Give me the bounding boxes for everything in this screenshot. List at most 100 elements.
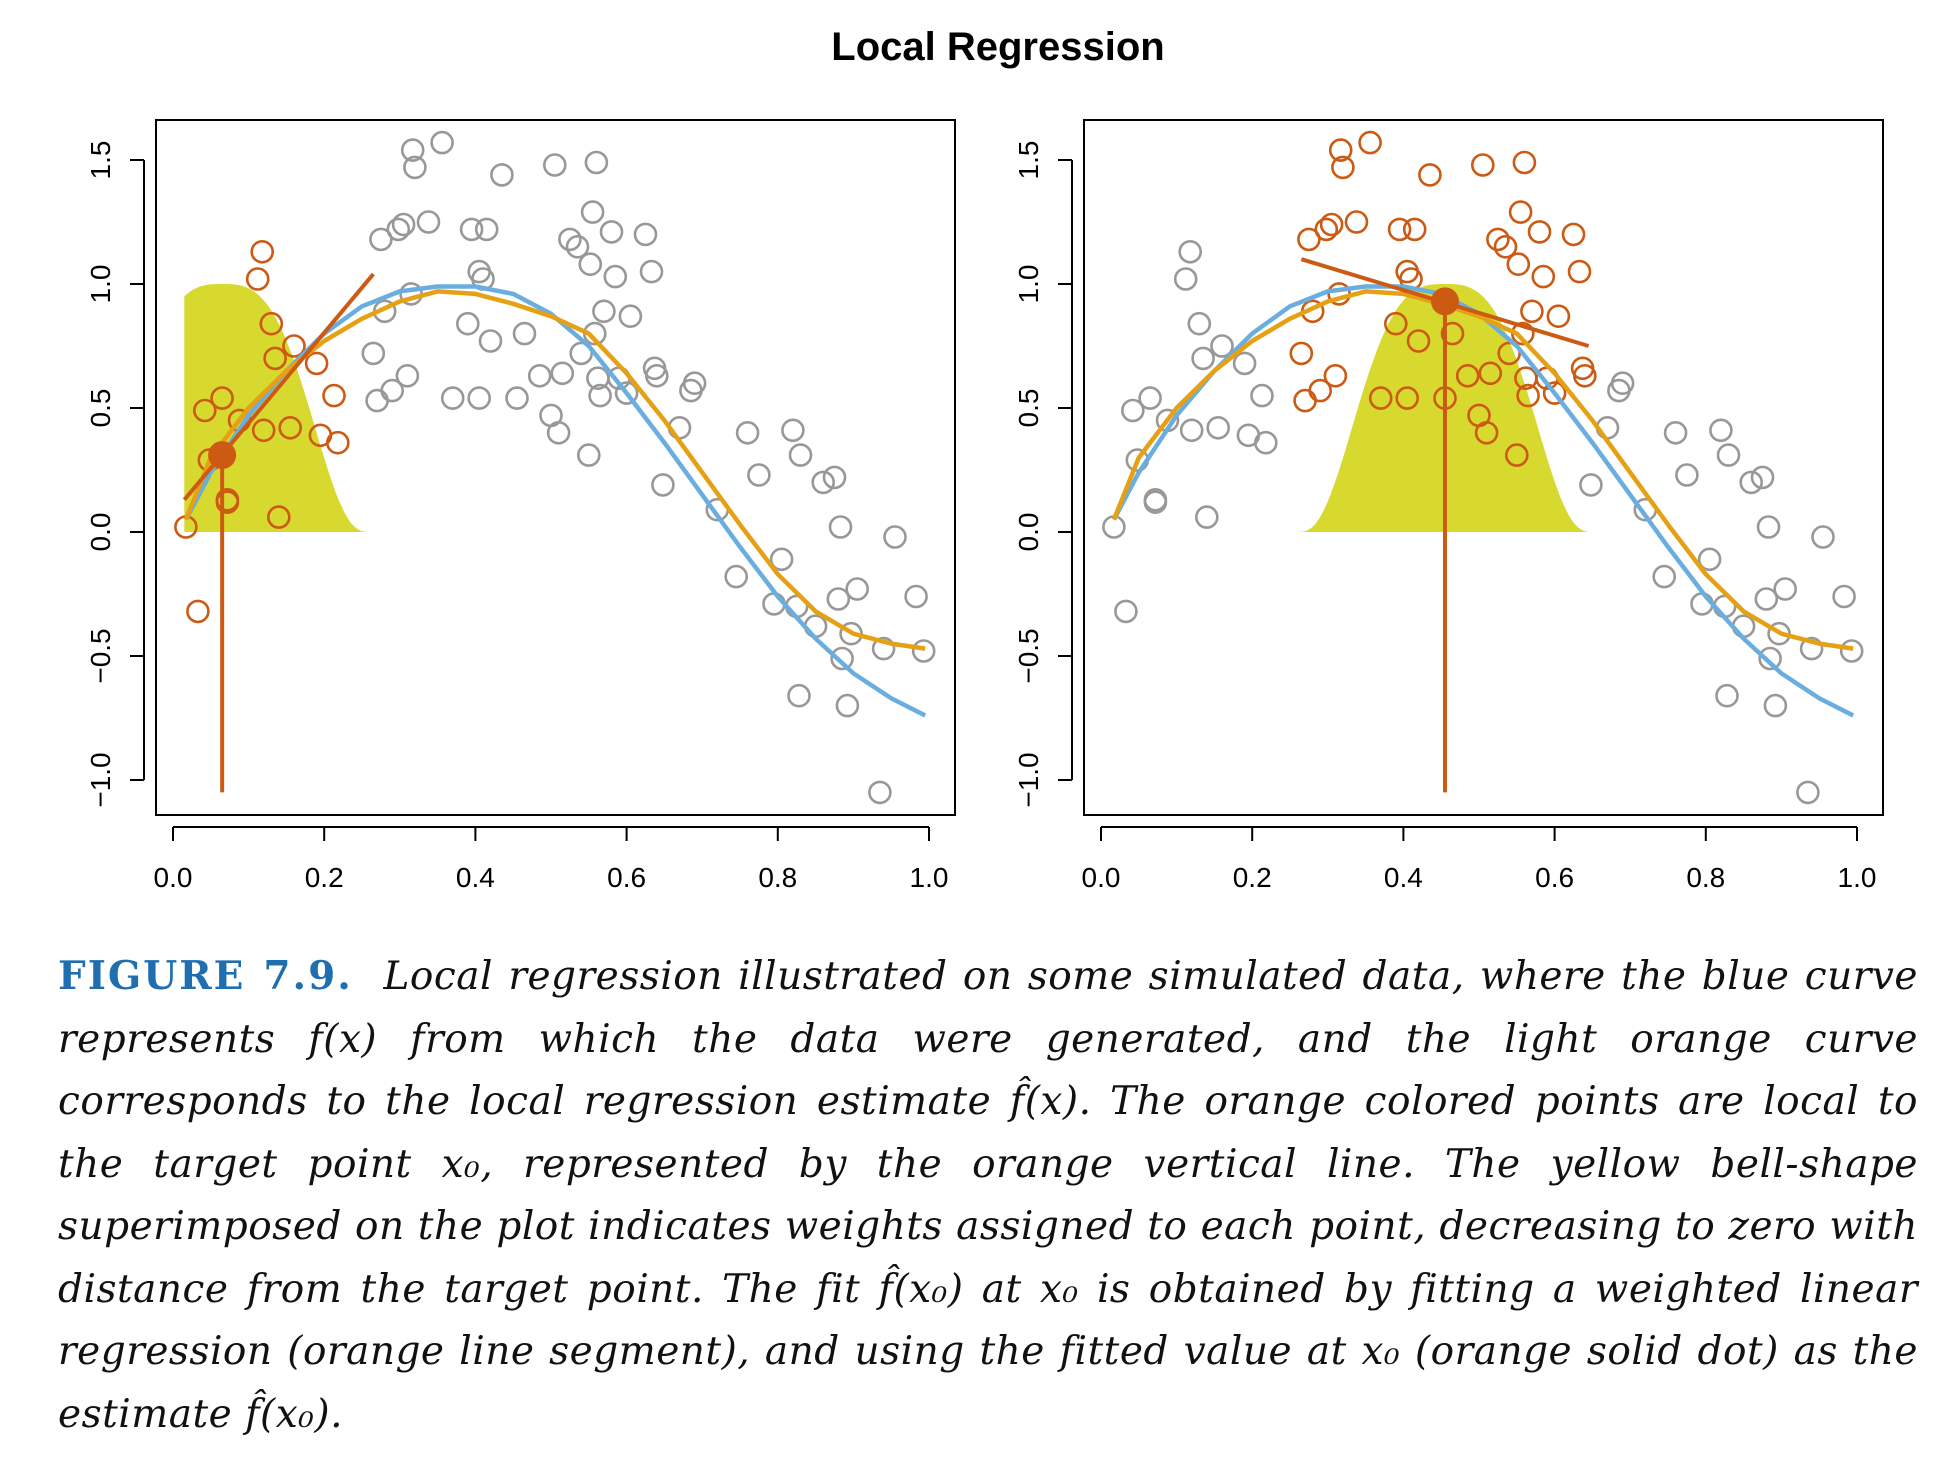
plot-frame <box>1083 119 1884 816</box>
data-point <box>639 259 664 284</box>
data-point <box>550 361 575 386</box>
local-point <box>282 334 306 358</box>
local-point <box>1497 341 1521 366</box>
data-point <box>1250 383 1274 408</box>
local-point <box>1505 443 1529 467</box>
data-point <box>845 577 870 601</box>
local-point <box>1344 210 1369 234</box>
data-point <box>1758 646 1782 671</box>
local-point <box>1319 212 1344 237</box>
left-panel: 0.0 0.2 0.4 0.6 0.8 1.0 −1.0 −0.5 0.0 0.5 1.0 1.5 <box>85 119 956 893</box>
data-point <box>735 420 760 445</box>
x-tick-label: 0.0 <box>1082 862 1121 893</box>
x-tick-label: 0.4 <box>456 862 495 893</box>
data-point <box>871 636 896 661</box>
data-point <box>361 341 386 366</box>
y-tick-label: 1.0 <box>85 265 116 304</box>
figure-caption: FIGURE 7.9. Local regression illustrated… <box>58 945 1918 1446</box>
data-point <box>512 321 537 346</box>
data-point <box>724 564 749 589</box>
x-tick-label: 1.0 <box>1838 862 1877 893</box>
local-point <box>1384 311 1408 336</box>
chart-title: Local Regression <box>831 25 1164 69</box>
data-point <box>868 780 892 805</box>
local-point <box>1323 363 1348 388</box>
local-point <box>1406 329 1431 353</box>
local-point <box>1402 217 1427 242</box>
data-point <box>828 515 853 539</box>
local-point <box>1561 222 1586 247</box>
right-panel: 0.0 0.2 0.4 0.6 0.8 1.0 −1.0 −0.5 0.0 0.5 1.0 1.5 <box>1013 119 1884 893</box>
data-point <box>478 329 503 353</box>
local-point <box>1512 150 1537 175</box>
y-tick-label: −0.5 <box>1013 628 1044 683</box>
local-point <box>1573 363 1597 388</box>
data-point <box>386 217 411 242</box>
plot-frame <box>155 119 956 816</box>
data-point <box>1799 636 1824 661</box>
x-tick-label: 0.0 <box>154 862 193 893</box>
data-point <box>542 153 567 177</box>
data-point <box>1232 351 1257 376</box>
local-point <box>259 311 284 336</box>
data-point <box>584 150 609 175</box>
local-point <box>1289 341 1314 366</box>
data-point <box>1195 505 1219 529</box>
data-point <box>781 418 805 443</box>
y-tick-label: −0.5 <box>85 628 116 683</box>
data-point <box>395 363 420 388</box>
data-point <box>576 443 601 467</box>
data-point <box>1102 515 1126 539</box>
x-tick-label: 0.2 <box>305 862 344 893</box>
data-point <box>762 592 786 616</box>
data-point <box>633 222 658 247</box>
data-point <box>1697 547 1722 572</box>
data-point <box>546 420 571 445</box>
local-point <box>1486 227 1510 252</box>
local-point <box>325 430 350 455</box>
data-point <box>505 386 529 410</box>
y-tick-label: 1.5 <box>1013 141 1044 180</box>
local-point <box>1474 420 1499 445</box>
data-point <box>826 587 851 611</box>
local-point <box>1314 217 1339 242</box>
data-point <box>474 217 499 242</box>
local-point <box>1308 378 1332 403</box>
data-point <box>1652 564 1676 589</box>
data-point <box>1739 470 1763 495</box>
data-point <box>565 235 590 259</box>
data-point <box>440 386 465 410</box>
data-point <box>822 465 847 490</box>
y-tick-label: 1.0 <box>1013 265 1044 304</box>
data-point <box>365 388 389 413</box>
data-point <box>788 443 813 467</box>
local-point <box>1387 217 1412 242</box>
data-point <box>1254 430 1278 455</box>
data-point <box>1811 525 1835 549</box>
data-point <box>400 138 425 162</box>
data-point <box>911 639 936 663</box>
y-tick-label: 1.5 <box>85 141 116 180</box>
data-point <box>1796 780 1820 805</box>
data-point <box>455 311 480 336</box>
local-point <box>304 351 329 376</box>
data-point <box>787 683 811 708</box>
data-point <box>747 463 771 487</box>
y-tick-label: −1.0 <box>1013 752 1044 807</box>
data-point <box>380 378 405 403</box>
data-point <box>618 304 643 329</box>
local-point <box>1440 321 1465 346</box>
data-point <box>467 386 492 410</box>
data-point <box>1143 487 1168 512</box>
local-point <box>186 599 210 624</box>
data-point <box>1750 465 1775 490</box>
data-point <box>603 264 628 289</box>
data-point <box>1191 346 1215 371</box>
figure-label: FIGURE 7.9. <box>58 953 353 999</box>
data-point <box>769 547 794 572</box>
data-point <box>682 371 707 396</box>
local-point <box>1527 220 1552 244</box>
y-tick-label: 0.0 <box>85 513 116 552</box>
data-point <box>578 252 603 277</box>
data-point <box>569 341 594 366</box>
